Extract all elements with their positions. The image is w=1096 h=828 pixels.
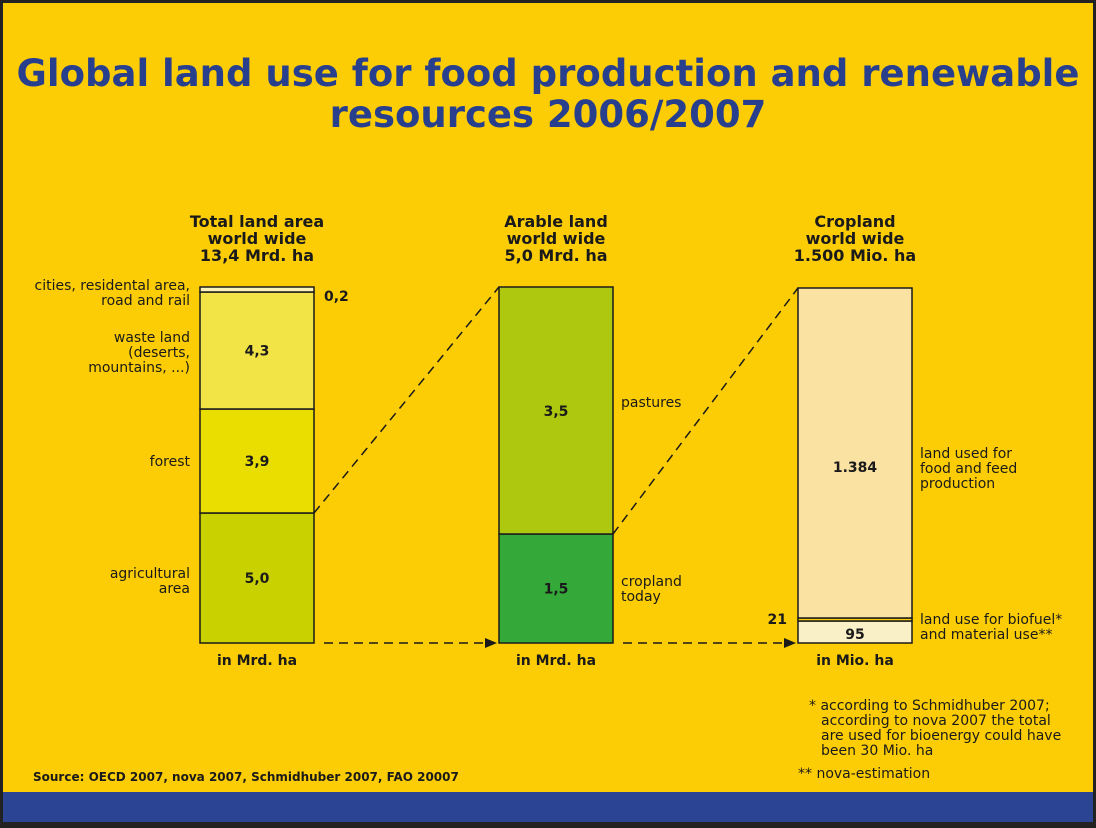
column-header-2-line-1: Arable land [504, 212, 608, 231]
value-label-1-1: 5,0 [245, 571, 270, 587]
connector-line-2-upper [612, 287, 799, 535]
value-label-2-1: 1,5 [544, 582, 569, 598]
chart-title: Global land use for food production and … [3, 53, 1093, 135]
bar-segment-3-3 [797, 287, 913, 619]
column-header-1-line-2: world wide [208, 229, 307, 248]
footnote-line-2: according to nova 2007 the total [821, 713, 1051, 729]
chart-title-line-2: resources 2006/2007 [329, 93, 767, 136]
segment-label-3-1-line-1: land use for biofuel* [920, 612, 1062, 628]
unit-label-1: in Mrd. ha [217, 653, 297, 669]
connector-line-1-upper [313, 286, 500, 514]
column-header-1-line-1: Total land area [190, 212, 324, 231]
chart-title-line-1: Global land use for food production and … [16, 52, 1080, 95]
bar-segment-1-1 [199, 512, 315, 644]
bar-segment-1-4 [199, 286, 315, 293]
footnote-line-5: ** nova-estimation [798, 766, 930, 782]
footnote-line-3: are used for bioenergy could have [821, 728, 1061, 744]
column-header-2-line-2: world wide [507, 229, 606, 248]
segment-label-1-2-line-1: forest [150, 454, 191, 470]
unit-label-3: in Mio. ha [816, 653, 894, 669]
segment-label-2-1-line-1: cropland [621, 574, 682, 590]
footnote-line-4: been 30 Mio. ha [821, 743, 933, 759]
segment-label-2-1-line-2: today [621, 589, 661, 605]
source-text: Source: OECD 2007, nova 2007, Schmidhube… [33, 770, 459, 784]
value-label-2-2: 3,5 [544, 404, 569, 420]
segment-label-3-3-line-2: food and feed [920, 461, 1017, 477]
value-label-1-4: 0,2 [324, 289, 349, 305]
infographic-canvas: Global land use for food production and … [3, 3, 1093, 822]
segment-label-1-3-line-3: mountains, ...) [88, 360, 190, 376]
value-label-1-3: 4,3 [245, 344, 270, 360]
segment-label-1-4-line-1: cities, residental area, [35, 278, 190, 294]
segment-label-1-4-line-2: road and rail [101, 293, 190, 309]
segment-label-3-1-line-2: and material use** [920, 627, 1052, 643]
arrowhead-2 [784, 638, 796, 648]
column-header-3-line-2: world wide [806, 229, 905, 248]
segment-label-1-1-line-1: agricultural [110, 566, 190, 582]
segment-label-2-2-line-1: pastures [621, 395, 681, 411]
value-label-1-2: 3,9 [245, 454, 270, 470]
column-header-2-line-3: 5,0 Mrd. ha [504, 246, 607, 265]
arrowhead-1 [485, 638, 497, 648]
bar-segment-2-1 [498, 533, 614, 644]
segment-label-1-3-line-1: waste land [114, 330, 190, 346]
footer-band [3, 792, 1093, 822]
segment-label-1-1-line-2: area [159, 581, 190, 597]
bar-segment-2-2 [498, 286, 614, 535]
value-label-3-2: 21 [768, 612, 787, 628]
unit-label-2: in Mrd. ha [516, 653, 596, 669]
column-header-3-line-3: 1.500 Mio. ha [794, 246, 916, 265]
value-label-3-3: 1.384 [833, 460, 878, 476]
segment-label-3-3-line-3: production [920, 476, 995, 492]
value-label-3-1: 95 [845, 627, 864, 643]
column-header-3-line-1: Cropland [814, 212, 895, 231]
footnote-line-1: * according to Schmidhuber 2007; [809, 698, 1050, 714]
segment-label-3-3-line-1: land used for [920, 446, 1012, 462]
column-header-1-line-3: 13,4 Mrd. ha [200, 246, 314, 265]
segment-label-1-3-line-2: (deserts, [128, 345, 190, 361]
